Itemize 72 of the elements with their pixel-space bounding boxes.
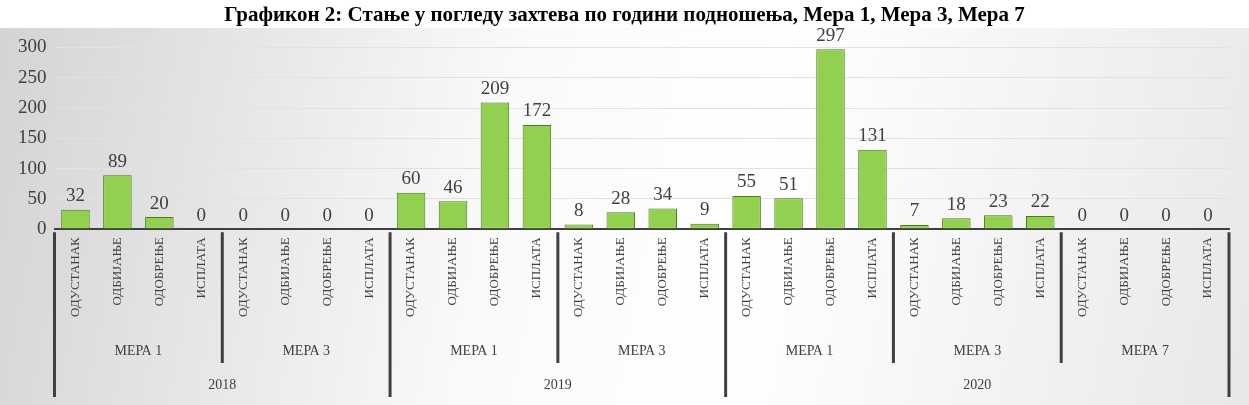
- data-label: 22: [1030, 190, 1050, 212]
- x-tick-label: ОДОБРЕЊЕ: [150, 237, 166, 307]
- data-label: 0: [1203, 203, 1213, 225]
- data-label: 172: [522, 99, 552, 121]
- x-tick-label: ОДОБРЕЊЕ: [989, 237, 1005, 307]
- data-label: 209: [480, 77, 510, 99]
- data-label: 18: [946, 192, 966, 214]
- x-tick-label: ОДБИЈАЊЕ: [947, 237, 963, 306]
- x-tick-label: ОДОБРЕЊЕ: [486, 237, 502, 307]
- x-tick-label: ОДБИЈАЊЕ: [108, 237, 124, 306]
- x-tick-label: ОДБИЈАЊЕ: [276, 237, 292, 306]
- x-tick-label: ИСПЛАТА: [192, 236, 208, 299]
- x-tick-label: ОДУСТАНАК: [570, 236, 586, 318]
- data-label: 0: [1161, 203, 1171, 225]
- data-label: 0: [196, 203, 207, 225]
- x-tick-label: ОДУСТАНАК: [402, 236, 418, 318]
- data-label: 0: [1119, 203, 1129, 225]
- data-label: 32: [65, 184, 85, 206]
- y-tick-label: 100: [18, 156, 47, 178]
- data-label: 0: [364, 203, 374, 225]
- x-tick-label: ИСПЛАТА: [1031, 236, 1047, 299]
- x-tick-label: ОДУСТАНАК: [234, 236, 250, 318]
- text: МЕРА 7: [1121, 342, 1169, 358]
- data-label: 8: [574, 198, 584, 220]
- x-tick-label: ОДУСТАНАК: [1073, 236, 1089, 318]
- x-tick-label: ОДБИЈАЊЕ: [444, 237, 460, 306]
- data-label: 131: [858, 124, 887, 146]
- data-label: 28: [611, 186, 631, 208]
- x-tick-label: ОДОБРЕЊЕ: [821, 237, 837, 307]
- data-label: 9: [699, 198, 710, 220]
- data-label: 0: [322, 203, 332, 225]
- text: МЕРА 1: [114, 342, 163, 358]
- text: 2018: [208, 376, 237, 392]
- data-label: 60: [401, 167, 421, 189]
- x-tick-label: ОДОБРЕЊЕ: [1157, 237, 1173, 307]
- y-tick-label: 0: [37, 217, 47, 239]
- x-tick-label: ИСПЛАТА: [360, 236, 376, 299]
- x-tick-label: ОДБИЈАЊЕ: [779, 237, 795, 306]
- x-tick-label: ОДОБРЕЊЕ: [654, 237, 670, 307]
- y-tick-label: 250: [18, 65, 47, 87]
- x-tick-label: ОДУСТАНАК: [738, 236, 754, 318]
- x-tick-label: ИСПЛАТА: [528, 236, 544, 299]
- data-label: 46: [443, 175, 463, 197]
- text: МЕРА 3: [282, 342, 330, 358]
- x-tick-label: ОДБИЈАЊЕ: [1115, 237, 1131, 306]
- data-label: 0: [280, 203, 290, 225]
- data-label: 23: [988, 189, 1008, 211]
- x-tick-label: ИСПЛАТА: [1199, 236, 1215, 299]
- y-tick-label: 300: [18, 35, 47, 57]
- y-tick-label: 200: [18, 95, 47, 117]
- data-label: 7: [909, 199, 920, 221]
- data-label: 34: [653, 183, 673, 205]
- data-label: 20: [149, 191, 169, 213]
- text: МЕРА 3: [617, 342, 666, 358]
- text: МЕРА 3: [953, 342, 1002, 358]
- x-tick-label: ОДОБРЕЊЕ: [318, 237, 334, 307]
- text: МЕРА 1: [785, 342, 834, 358]
- data-label: 89: [107, 149, 127, 171]
- data-label: 0: [1077, 203, 1087, 225]
- text: 2019: [543, 376, 572, 392]
- data-label: 0: [238, 203, 249, 225]
- data-label: 55: [737, 170, 757, 192]
- x-tick-label: ОДУСТАНАК: [905, 236, 921, 318]
- text: 2020: [963, 376, 992, 392]
- x-tick-label: ОДУСТАНАК: [66, 236, 82, 318]
- x-tick-label: ИСПЛАТА: [863, 236, 879, 299]
- x-tick-label: ИСПЛАТА: [696, 236, 712, 299]
- text: МЕРА 1: [450, 342, 498, 358]
- x-tick-label: ОДБИЈАЊЕ: [612, 237, 628, 306]
- y-tick-label: 150: [18, 126, 47, 148]
- data-label: 51: [779, 172, 799, 194]
- y-tick-label: 50: [27, 186, 47, 208]
